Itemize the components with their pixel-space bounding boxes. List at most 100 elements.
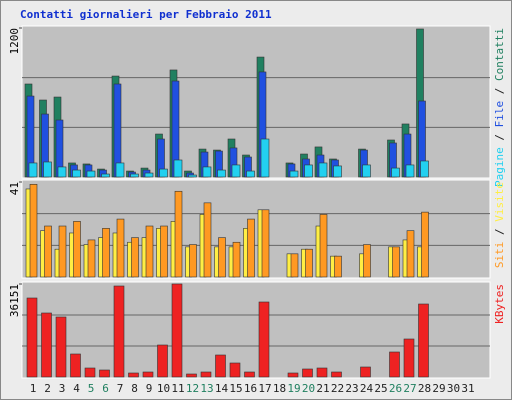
- x-tick-label: 8: [131, 382, 138, 395]
- x-tick-label: 18: [273, 382, 286, 395]
- legend-entry: Siti: [493, 242, 506, 269]
- bar: [232, 241, 241, 278]
- bar: [29, 184, 38, 278]
- bar: [70, 353, 81, 378]
- plot: 1200 Pagine / File / Contatti 41 Siti / Vis…: [8, 25, 506, 395]
- legend-separator: /: [493, 127, 506, 147]
- panel: [21, 25, 491, 179]
- bar: [391, 167, 400, 178]
- x-tick-label: 12: [186, 382, 199, 395]
- x-tick-label: 23: [345, 382, 358, 395]
- bar: [258, 301, 270, 378]
- legend: Pagine / File / Contatti: [493, 28, 506, 187]
- bar: [55, 316, 67, 378]
- x-tick-label: 15: [229, 382, 242, 395]
- bar: [160, 225, 168, 278]
- bar: [41, 312, 52, 378]
- bar: [87, 239, 96, 278]
- bar: [145, 225, 154, 278]
- bar: [418, 303, 429, 378]
- bar: [362, 164, 371, 178]
- bar: [44, 225, 52, 278]
- x-tick-label: 28: [418, 382, 431, 395]
- bar: [72, 169, 81, 178]
- bar: [57, 166, 67, 178]
- bar: [244, 371, 255, 378]
- legend: Siti / Visite: [493, 182, 506, 268]
- y-tick-label: 41: [8, 182, 21, 195]
- x-tick-label: 10: [157, 382, 170, 395]
- x-tick-label: 2: [44, 382, 51, 395]
- x-tick-label: 4: [73, 382, 80, 395]
- bar: [116, 218, 125, 278]
- bar: [73, 221, 81, 278]
- bar: [305, 248, 313, 278]
- bar: [128, 372, 139, 378]
- x-tick-label: 20: [302, 382, 315, 395]
- bar: [318, 162, 328, 178]
- bar: [171, 283, 183, 378]
- bar: [304, 164, 313, 178]
- bar: [229, 362, 241, 378]
- bar: [289, 170, 299, 178]
- legend: KBytes: [493, 284, 506, 324]
- bar: [200, 371, 212, 378]
- bar: [405, 164, 415, 178]
- x-tick-label: 29: [432, 382, 445, 395]
- legend-entry: KBytes: [493, 284, 506, 324]
- legend-entry: Contatti: [493, 28, 506, 81]
- x-tick-label: 19: [287, 382, 300, 395]
- bar: [101, 173, 110, 178]
- bar: [331, 371, 342, 378]
- bar: [203, 202, 212, 278]
- x-tick-label: 22: [331, 382, 344, 395]
- legend-entry: Visite: [493, 182, 506, 222]
- bar: [316, 367, 328, 378]
- bar: [102, 228, 110, 278]
- bar: [261, 209, 270, 278]
- y-tick-label: 1200: [8, 28, 21, 55]
- x-tick-label: 21: [316, 382, 329, 395]
- x-tick-label: 17: [258, 382, 271, 395]
- bar: [115, 162, 125, 178]
- y-tick-label: 36151: [8, 284, 21, 317]
- bar: [99, 369, 110, 378]
- bar: [28, 162, 38, 178]
- bar: [173, 159, 183, 178]
- bar: [392, 246, 400, 278]
- bar: [174, 190, 183, 278]
- bar: [260, 138, 270, 178]
- x-tick-label: 9: [146, 382, 153, 395]
- x-tick-label: 3: [59, 382, 66, 395]
- bar: [403, 338, 415, 378]
- bar: [202, 166, 212, 178]
- bar: [246, 170, 255, 178]
- bar: [215, 354, 226, 378]
- bar: [420, 160, 429, 178]
- bar: [333, 165, 342, 178]
- legend-entry: File: [493, 101, 506, 128]
- bar: [360, 366, 371, 378]
- x-tick-label: 11: [171, 382, 184, 395]
- x-tick-label: 30: [447, 382, 460, 395]
- bar: [406, 230, 415, 278]
- legend-separator: /: [493, 81, 506, 101]
- legend-separator: /: [493, 222, 506, 242]
- x-tick-label: 27: [403, 382, 416, 395]
- bar: [218, 237, 226, 278]
- bar: [159, 168, 168, 178]
- bar: [188, 174, 197, 178]
- bar: [26, 297, 38, 378]
- bar: [131, 237, 139, 278]
- bar: [189, 244, 197, 278]
- x-tick-label: 24: [360, 382, 374, 395]
- bar: [84, 367, 96, 378]
- bar: [58, 225, 67, 278]
- bar: [186, 373, 197, 378]
- bar: [217, 169, 226, 178]
- bar: [157, 344, 168, 378]
- bar: [86, 170, 96, 178]
- bar: [142, 371, 154, 378]
- bar: [130, 173, 139, 178]
